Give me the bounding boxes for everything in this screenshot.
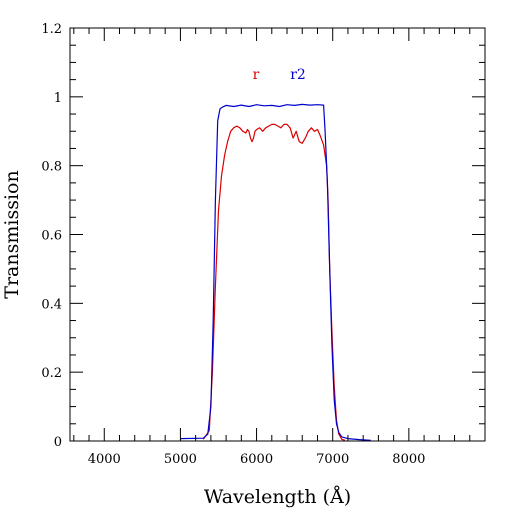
plot-frame	[69, 27, 486, 442]
y-axis-title: Transmission	[1, 170, 23, 298]
x-tick-label: 8000	[392, 452, 425, 467]
y-tick-label: 0	[54, 435, 62, 450]
y-tick-label: 1.2	[41, 22, 62, 37]
x-tick-label: 6000	[240, 452, 273, 467]
x-axis-title: Wavelength (Å)	[204, 486, 351, 508]
tick-layer: 4000 5000 6000 7000 8000 0 0.2 0.4 0.6 0.8 1 1.2	[41, 22, 486, 467]
series-line-r2	[180, 103, 371, 441]
legend-entry-r2: r2	[290, 67, 306, 83]
x-tick-label: 7000	[316, 452, 349, 467]
x-tick-label: 4000	[88, 452, 121, 467]
legend: r r2	[253, 67, 306, 83]
y-tick-label: 0.2	[41, 366, 62, 381]
y-tick-label: 0.6	[41, 229, 62, 244]
y-tick-label: 0.8	[41, 160, 62, 175]
y-tick-label: 0.4	[41, 297, 62, 312]
legend-entry-r: r	[253, 67, 260, 83]
y-tick-label: 1	[54, 91, 62, 106]
series-line-r	[202, 123, 346, 441]
series-layer	[180, 103, 371, 441]
x-tick-label: 5000	[164, 452, 197, 467]
